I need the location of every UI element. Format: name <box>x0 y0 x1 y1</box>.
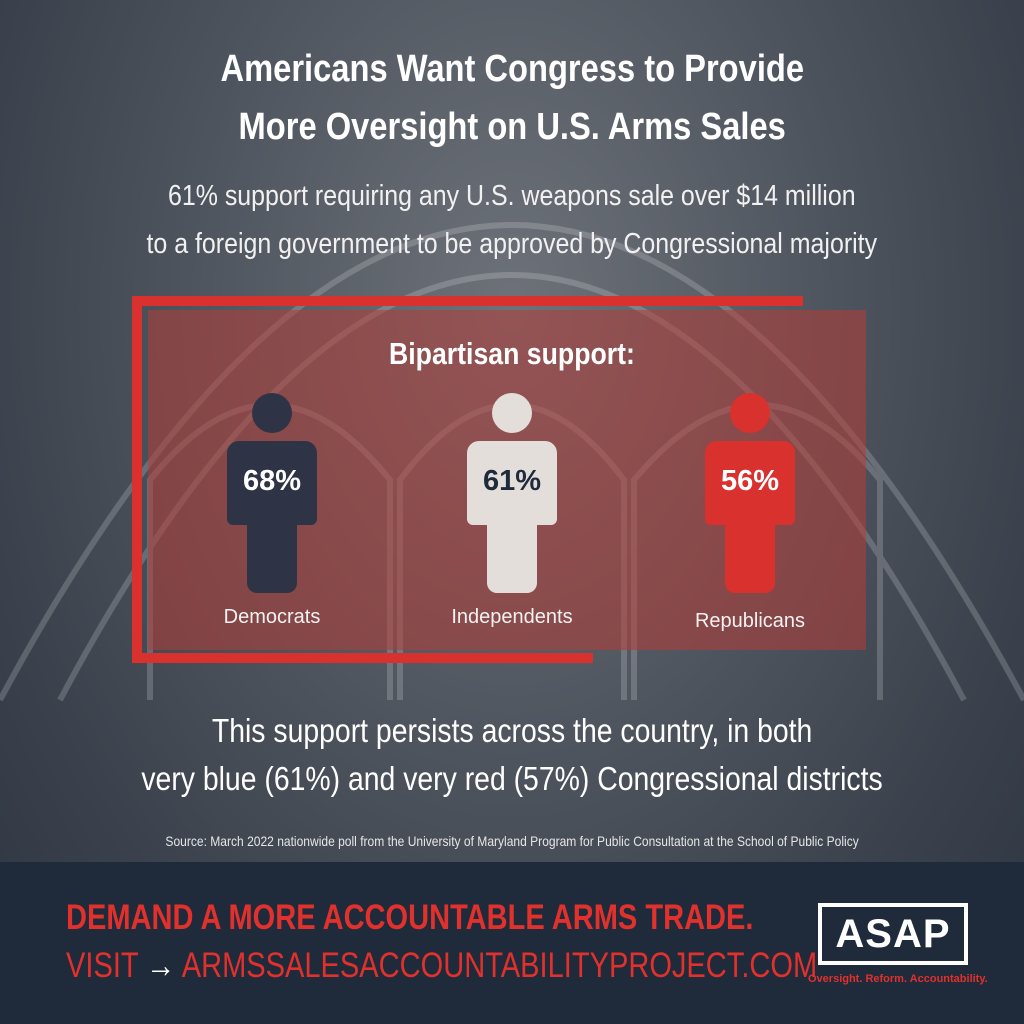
subtitle: 61% support requiring any U.S. weapons s… <box>0 172 1024 268</box>
independents-value: 61% <box>482 465 542 497</box>
subtitle-line-2: to a foreign government to be approved b… <box>146 228 878 260</box>
panel-heading: Bipartisan support: <box>0 336 1024 372</box>
person-head-icon <box>252 393 292 433</box>
visit-label: VISIT <box>66 946 139 985</box>
call-to-action: DEMAND A MORE ACCOUNTABLE ARMS TRADE. <box>66 898 754 937</box>
persist-line-1: This support persists across the country… <box>211 712 813 749</box>
republicans-value: 56% <box>720 465 780 497</box>
arrow-right-icon: → <box>146 946 176 985</box>
footer <box>0 862 1024 1024</box>
panel-heading-text: Bipartisan support: <box>389 336 635 371</box>
person-torso-icon <box>227 441 317 525</box>
person-legs-icon <box>487 513 537 593</box>
democrats-label: Democrats <box>223 606 321 628</box>
person-torso-icon <box>467 441 557 525</box>
source-text: Source: March 2022 nationwide poll from … <box>165 833 859 849</box>
democrats-value: 68% <box>242 465 302 497</box>
person-head-icon <box>730 393 770 433</box>
panel-border-left <box>132 296 142 663</box>
source-note: Source: March 2022 nationwide poll from … <box>0 833 1024 849</box>
panel-border-top <box>132 296 803 306</box>
logo-tagline: Oversight. Reform. Accountability. <box>808 973 988 985</box>
republicans-label: Republicans <box>694 610 806 632</box>
panel-border-bottom <box>132 653 593 663</box>
person-torso-icon <box>705 441 795 525</box>
visit-line: VISIT → ARMSSALESACCOUNTABILITYPROJECT.C… <box>66 946 817 986</box>
page-title: Americans Want Congress to Provide More … <box>0 40 1024 156</box>
website-link[interactable]: ARMSSALESACCOUNTABILITYPROJECT.COM <box>181 946 818 985</box>
asap-logo: ASAP <box>818 903 968 965</box>
independents-label: Independents <box>451 606 573 628</box>
person-head-icon <box>492 393 532 433</box>
person-legs-icon <box>725 513 775 593</box>
title-line-1: Americans Want Congress to Provide <box>220 48 804 90</box>
title-line-2: More Oversight on U.S. Arms Sales <box>238 106 786 148</box>
subtitle-line-1: 61% support requiring any U.S. weapons s… <box>168 180 856 212</box>
persist-line-2: very blue (61%) and very red (57%) Congr… <box>141 760 883 797</box>
logo-text: ASAP <box>835 912 951 956</box>
persistence-statement: This support persists across the country… <box>0 707 1024 803</box>
person-legs-icon <box>247 513 297 593</box>
